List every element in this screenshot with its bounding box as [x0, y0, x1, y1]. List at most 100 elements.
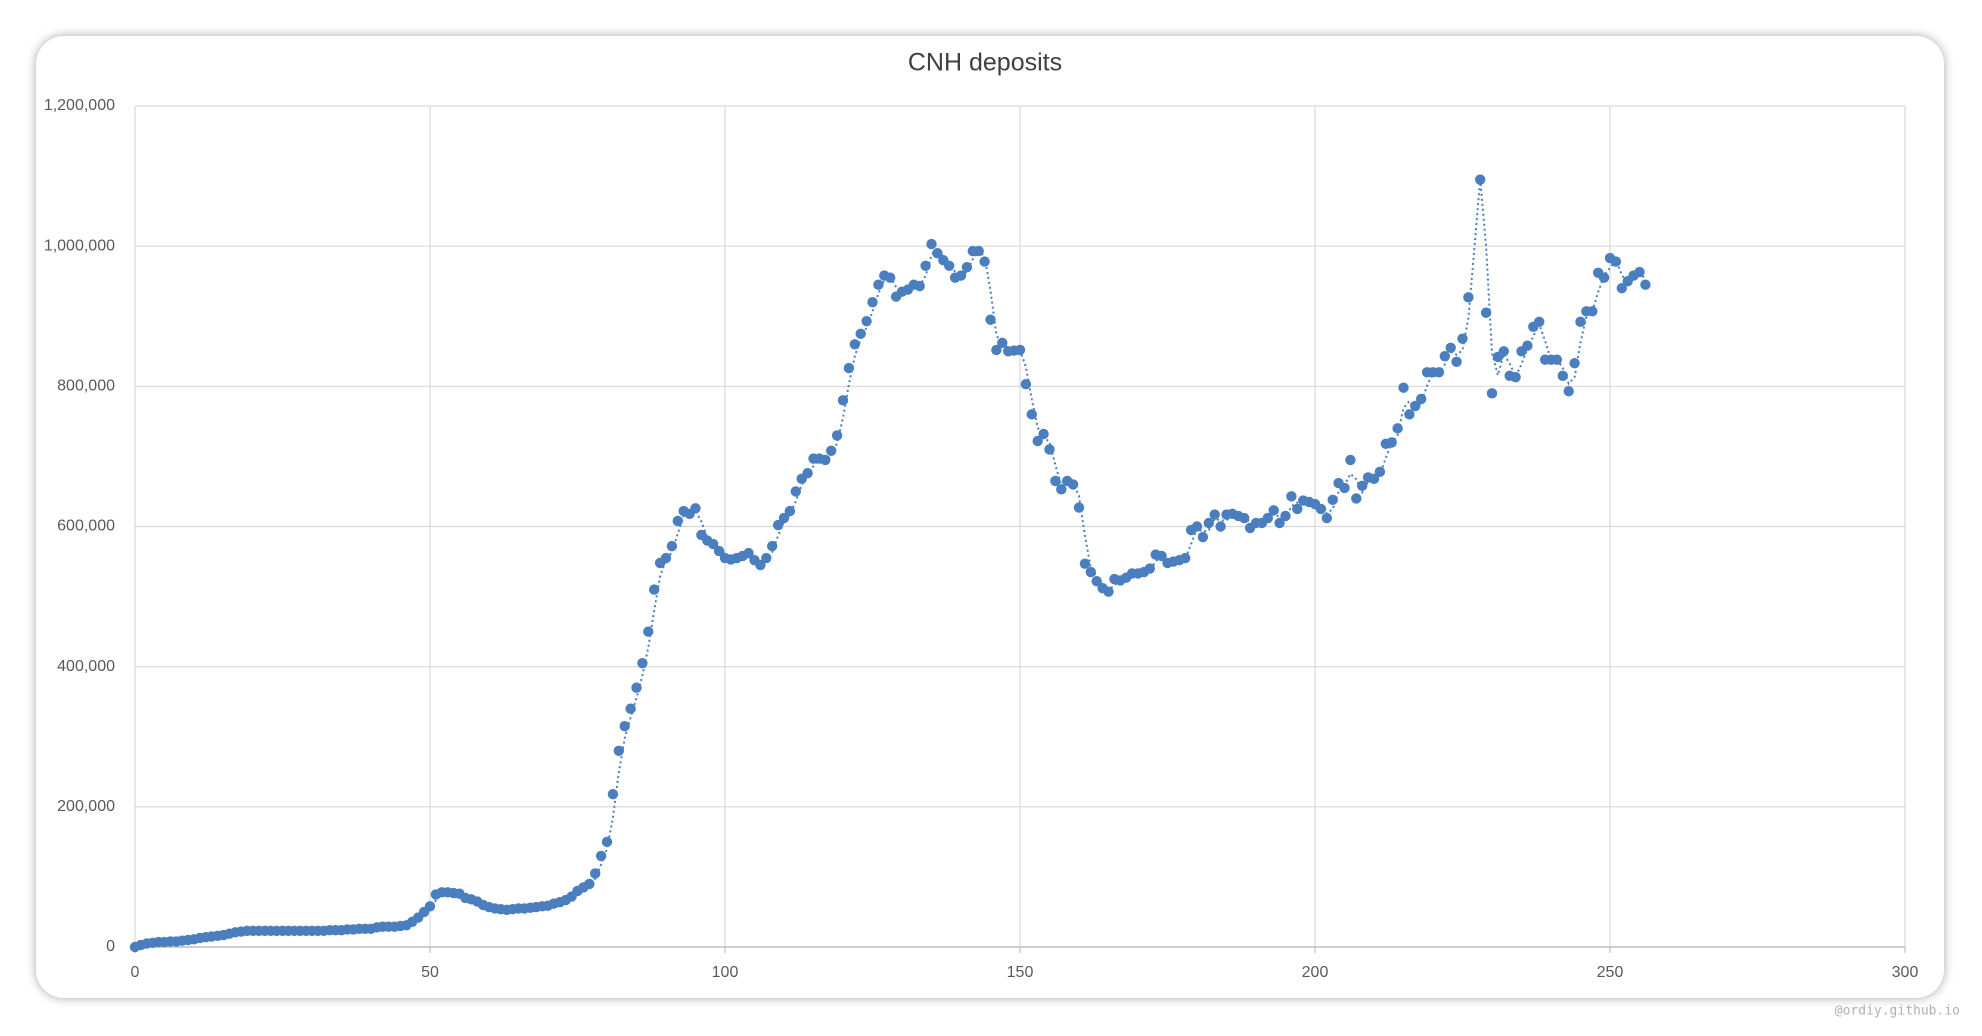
- data-point: [1050, 475, 1061, 487]
- data-point: [1056, 484, 1067, 495]
- data-point: [1569, 358, 1580, 369]
- data-point: [1144, 563, 1156, 574]
- data-point: [1339, 482, 1350, 494]
- data-point: [973, 245, 984, 257]
- data-point: [1038, 428, 1049, 440]
- chart-title: CNH deposits: [908, 49, 1062, 77]
- data-point: [690, 503, 701, 514]
- x-tick-label: 300: [1892, 964, 1919, 981]
- data-point: [1321, 512, 1333, 524]
- x-tick-label: 50: [421, 964, 439, 981]
- data-point: [831, 430, 843, 441]
- data-point: [1067, 479, 1079, 490]
- data-point: [666, 540, 678, 552]
- data-point: [1616, 283, 1628, 294]
- data-point: [867, 297, 878, 308]
- data-point: [1203, 517, 1215, 529]
- data-point: [1610, 256, 1622, 267]
- data-point: [1156, 550, 1167, 562]
- y-tick-label: 1,000,000: [44, 237, 115, 254]
- data-point: [637, 657, 648, 669]
- data-point: [424, 901, 436, 912]
- data-point: [790, 486, 801, 497]
- data-point: [985, 314, 996, 325]
- data-point: [1327, 494, 1338, 506]
- data-point: [1551, 354, 1563, 365]
- data-point: [778, 512, 790, 524]
- data-point: [584, 878, 595, 890]
- data-point: [932, 247, 943, 259]
- data-point: [979, 256, 990, 267]
- data-point: [1180, 552, 1191, 564]
- watermark: @ordiy.github.io: [1835, 1004, 1960, 1019]
- data-point: [1575, 316, 1586, 328]
- data-point: [1073, 502, 1085, 513]
- data-point: [1292, 503, 1303, 515]
- data-point: [672, 515, 683, 527]
- data-point: [991, 344, 1002, 356]
- data-point: [713, 545, 725, 557]
- y-tick-label: 600,000: [57, 518, 115, 535]
- data-point: [1351, 493, 1362, 504]
- data-point: [885, 272, 896, 283]
- data-point: [1079, 558, 1091, 569]
- data-point: [1510, 372, 1521, 383]
- data-point: [1103, 586, 1114, 597]
- data-point: [1014, 344, 1026, 356]
- data-point: [1404, 409, 1415, 420]
- data-point: [1587, 306, 1598, 317]
- data-point: [1457, 333, 1468, 344]
- data-point: [590, 868, 601, 879]
- data-point: [619, 721, 630, 732]
- data-point: [743, 547, 754, 559]
- data-point: [1197, 531, 1209, 543]
- data-point: [595, 850, 607, 862]
- x-tick-label: 200: [1302, 964, 1329, 981]
- data-point: [1522, 340, 1533, 351]
- data-point: [625, 703, 636, 714]
- y-tick-label: 0: [106, 938, 115, 955]
- data-point: [1557, 370, 1569, 382]
- data-point: [861, 315, 872, 327]
- data-point: [873, 279, 884, 290]
- data-point: [755, 559, 766, 571]
- data-point: [1044, 444, 1055, 455]
- data-point: [1563, 386, 1574, 397]
- data-point: [944, 260, 955, 271]
- data-point: [1315, 503, 1327, 515]
- data-point: [855, 328, 866, 339]
- data-point: [1498, 346, 1510, 357]
- data-point: [1274, 517, 1285, 529]
- data-point: [613, 745, 624, 756]
- data-point: [1374, 466, 1386, 478]
- data-point: [649, 584, 660, 595]
- data-point: [961, 261, 973, 273]
- data-point: [1534, 316, 1545, 328]
- x-tick-label: 0: [131, 964, 140, 981]
- data-point: [802, 468, 813, 479]
- y-tick-label: 800,000: [57, 378, 115, 395]
- data-point: [1020, 379, 1032, 390]
- data-point: [1445, 342, 1456, 353]
- data-point: [1486, 388, 1498, 399]
- data-point: [1268, 505, 1279, 516]
- data-point: [1475, 174, 1486, 185]
- data-point: [1280, 510, 1291, 522]
- data-point: [1345, 454, 1356, 466]
- x-tick-label: 150: [1007, 964, 1034, 981]
- data-point: [843, 362, 855, 374]
- data-point: [1286, 491, 1297, 502]
- data-point: [1392, 423, 1403, 434]
- data-point: [1239, 512, 1250, 524]
- data-point: [849, 339, 860, 350]
- data-point: [643, 626, 654, 637]
- data-point: [997, 337, 1008, 349]
- data-point: [1416, 393, 1427, 405]
- x-tick-label: 100: [712, 964, 739, 981]
- data-point: [826, 445, 837, 457]
- data-point: [660, 552, 672, 564]
- data-point: [1386, 437, 1397, 448]
- data-point: [920, 260, 931, 271]
- data-point: [1191, 521, 1203, 532]
- data-point: [1262, 512, 1274, 524]
